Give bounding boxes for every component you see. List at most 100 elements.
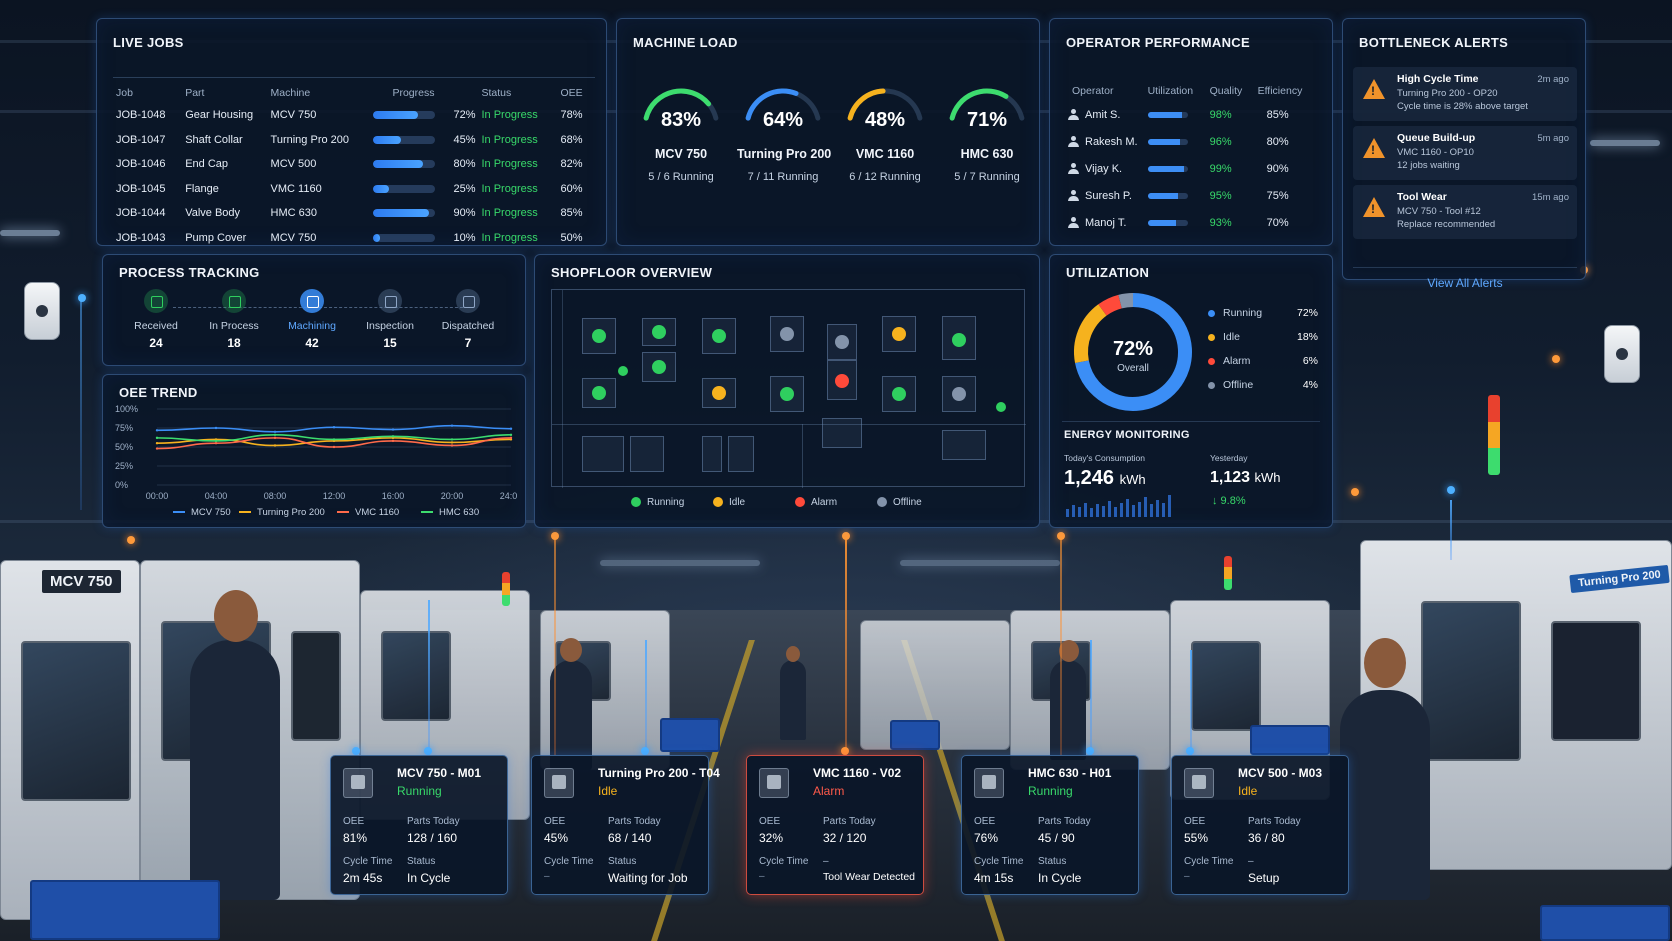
machine-load-gauge[interactable]: 83% MCV 750 5 / 6 Running xyxy=(635,81,727,183)
table-row[interactable]: JOB-1044 Valve Body HMC 630 90% In Progress 8… xyxy=(113,201,595,226)
floor-cell[interactable] xyxy=(702,436,722,472)
legend-entry[interactable]: MCV 750 xyxy=(173,507,231,518)
job-part: Pump Cover xyxy=(185,231,247,244)
process-stage[interactable]: Inspection 15 xyxy=(353,289,427,350)
cycle-time-value: 4m 15s xyxy=(974,871,1014,885)
machine-status-card[interactable]: MCV 500 - M03 Idle OEE 55% Parts Today 36 / 8… xyxy=(1171,755,1349,895)
floor-cell[interactable] xyxy=(942,430,986,460)
table-row[interactable]: JOB-1043 Pump Cover MCV 750 10% In Progress 5… xyxy=(113,226,595,251)
process-stage[interactable]: In Process 18 xyxy=(197,289,271,350)
shopfloor-legend-entry: Running xyxy=(631,497,684,508)
floor-cell[interactable] xyxy=(827,360,857,400)
floor-cell[interactable] xyxy=(728,436,754,472)
process-stage-count: 15 xyxy=(383,336,397,350)
status-label: Status xyxy=(1038,856,1067,867)
process-stage[interactable]: Machining 42 xyxy=(275,289,349,350)
operator-efficiency: 90% xyxy=(1266,162,1289,175)
donut-segment xyxy=(1118,293,1134,309)
table-row[interactable]: JOB-1048 Gear Housing MCV 750 72% In Progres… xyxy=(113,103,595,128)
job-part: Valve Body xyxy=(185,207,241,220)
operator-efficiency: 80% xyxy=(1266,135,1289,148)
shopfloor-legend-label: Idle xyxy=(729,497,746,508)
machine-load-gauge[interactable]: 64% Turning Pro 200 7 / 11 Running xyxy=(737,81,831,183)
machine-card-status: Running xyxy=(397,784,442,798)
job-progress-bar xyxy=(373,209,436,218)
floor-cell[interactable] xyxy=(942,376,976,412)
floor-cell[interactable] xyxy=(882,316,916,352)
alert-item[interactable]: Tool Wear MCV 750 - Tool #12 Replace recom… xyxy=(1353,185,1577,239)
floor-cell[interactable] xyxy=(827,324,857,360)
utilization-legend-entry: Offline 4% xyxy=(1208,379,1318,391)
alert-detail: 12 jobs waiting xyxy=(1397,160,1460,171)
job-progress-bar xyxy=(373,135,436,144)
machine-state-value: Tool Wear Detected xyxy=(823,871,916,883)
machine-status-card[interactable]: VMC 1160 - V02 Alarm OEE 32% Parts Today 32 /… xyxy=(746,755,924,895)
series-point xyxy=(509,433,513,437)
floor-cell[interactable] xyxy=(642,352,676,382)
floor-cell[interactable] xyxy=(642,318,676,346)
machine-status-card[interactable]: Turning Pro 200 - T04 Idle OEE 45% Parts Tod… xyxy=(531,755,720,895)
oee-label: OEE xyxy=(759,816,781,827)
operator-name: Suresh P. xyxy=(1085,189,1132,202)
table-row[interactable]: Rakesh M. 96% 80% xyxy=(1062,128,1307,155)
gauge-fill xyxy=(745,88,799,121)
machine-status-card[interactable]: HMC 630 - H01 Running OEE 76% Parts Today 45 … xyxy=(961,755,1139,895)
series-point xyxy=(332,445,336,449)
user-icon xyxy=(1068,136,1079,148)
job-id: JOB-1043 xyxy=(116,231,166,244)
oee-value: 81% xyxy=(343,831,368,845)
floor-cell[interactable] xyxy=(882,376,916,412)
table-row[interactable]: Vijay K. 99% 90% xyxy=(1062,155,1307,182)
alert-time: 15m ago xyxy=(1532,192,1569,203)
floor-cell[interactable] xyxy=(582,378,616,408)
machine-card-status: Alarm xyxy=(813,784,845,798)
col-header-operator: Operator xyxy=(1072,85,1114,97)
donut-segment xyxy=(1098,294,1123,316)
donut-segment xyxy=(1074,304,1107,364)
oee-label: OEE xyxy=(544,816,566,827)
floor-cell[interactable] xyxy=(582,436,624,472)
table-row[interactable]: JOB-1046 End Cap MCV 500 80% In Progress 82% xyxy=(113,152,595,177)
machine-load-gauge[interactable]: 48% VMC 1160 6 / 12 Running xyxy=(839,81,931,183)
machine-state-value: Waiting for Job xyxy=(608,871,688,885)
table-row[interactable]: Suresh P. 95% 75% xyxy=(1062,182,1307,209)
process-stage[interactable]: Received 24 xyxy=(119,289,193,350)
legend-entry[interactable]: VMC 1160 xyxy=(337,507,399,518)
iot-sensor-left xyxy=(24,282,60,340)
view-all-alerts-link[interactable]: View All Alerts xyxy=(1353,267,1577,290)
table-row[interactable]: Manoj T. 93% 70% xyxy=(1062,209,1307,236)
floor-cell[interactable] xyxy=(702,318,736,354)
legend-entry[interactable]: Turning Pro 200 xyxy=(239,507,325,518)
floor-cell[interactable] xyxy=(822,418,862,448)
floor-cell[interactable] xyxy=(582,318,616,354)
utilization-legend-label: Running xyxy=(1223,307,1263,319)
operator-utilization-bar xyxy=(1147,138,1188,145)
floor-cell[interactable] xyxy=(630,436,664,472)
process-stage[interactable]: Dispatched 7 xyxy=(431,289,505,350)
table-row[interactable]: JOB-1047 Shaft Collar Turning Pro 200 45% In… xyxy=(113,128,595,153)
table-row[interactable]: Amit S. 98% 85% xyxy=(1062,101,1307,128)
floor-cell[interactable] xyxy=(702,378,736,408)
series-point xyxy=(332,438,336,441)
series-point xyxy=(214,426,218,430)
operator-utilization-bar xyxy=(1147,219,1188,226)
series-point xyxy=(214,442,218,445)
floor-cell[interactable] xyxy=(770,316,804,352)
alert-source: MCV 750 - Tool #12 xyxy=(1397,206,1481,217)
machine-load-gauge[interactable]: 71% HMC 630 5 / 7 Running xyxy=(941,81,1033,183)
floor-cell[interactable] xyxy=(942,316,976,360)
machine-status-card[interactable]: MCV 750 - M01 Running OEE 81% Parts Today 128… xyxy=(330,755,508,895)
table-row[interactable]: JOB-1045 Flange VMC 1160 25% In Progress 60% xyxy=(113,177,595,202)
parts-today-value: 36 / 80 xyxy=(1248,831,1285,845)
energy-yesterday-unit: kWh xyxy=(1254,470,1281,485)
process-stage-count: 7 xyxy=(464,336,472,350)
legend-label: Turning Pro 200 xyxy=(257,507,325,518)
alert-item[interactable]: Queue Build-up VMC 1160 - OP10 12 jobs wai… xyxy=(1353,126,1577,180)
alert-item[interactable]: High Cycle Time Turning Pro 200 - OP20 Cyc… xyxy=(1353,67,1577,121)
machine-load-title: MACHINE LOAD xyxy=(633,35,738,50)
legend-entry[interactable]: HMC 630 xyxy=(421,507,479,518)
series-point xyxy=(155,442,159,445)
utilization-legend-value: 72% xyxy=(1296,307,1318,319)
machine-icon xyxy=(544,768,574,798)
floor-cell[interactable] xyxy=(770,376,804,412)
